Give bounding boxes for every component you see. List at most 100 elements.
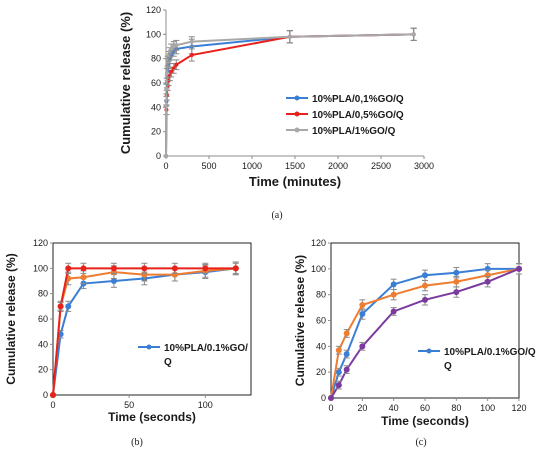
y-tick-label: 40 xyxy=(151,102,161,112)
data-point xyxy=(50,392,56,398)
data-point xyxy=(453,278,460,285)
data-point xyxy=(390,281,397,288)
legend-entry-c-marker xyxy=(426,348,432,354)
data-point xyxy=(343,366,350,373)
y-tick-label: 20 xyxy=(38,365,48,375)
chart-panel-c: 0 20 40 60 80 100 120 0 20 40 60 80 100 120 Time (seco… xyxy=(293,238,536,428)
y-tick-label: 100 xyxy=(33,263,48,273)
x-tick-label: 120 xyxy=(511,403,526,413)
chart-panel-a: 0 20 40 60 80 100 120 0 500 1000 1500 2000 2500 3000 T… xyxy=(118,5,434,189)
data-point xyxy=(202,265,209,272)
x-tick-label: 1500 xyxy=(285,161,305,171)
data-point xyxy=(110,278,117,284)
legend-c: 10%PLA/0.1%GO/Q Q xyxy=(418,347,536,372)
data-point xyxy=(328,395,334,401)
data-point xyxy=(335,369,342,376)
x-tick-label: 50 xyxy=(124,400,134,410)
y-tick-label: 100 xyxy=(311,264,326,274)
legend-label-3: 10%PLA/1%GO/Q xyxy=(312,126,396,137)
x-tick-label: 40 xyxy=(389,403,399,413)
data-point xyxy=(164,154,168,158)
legend-entry-3-marker xyxy=(294,127,300,133)
x-tick-label: 0 xyxy=(50,400,55,410)
x-axis-label: Time (minutes) xyxy=(249,174,341,189)
data-point xyxy=(287,34,292,39)
data-point xyxy=(174,62,179,67)
data-point xyxy=(174,43,179,48)
x-tick-label: 2500 xyxy=(371,161,391,171)
y-tick-label: 100 xyxy=(146,29,161,39)
data-point xyxy=(422,282,428,289)
y-tick-label: 20 xyxy=(316,367,326,377)
legend-entry-b-marker xyxy=(146,344,152,350)
legend-entry-2-marker xyxy=(294,111,300,117)
series-line xyxy=(52,267,236,396)
x-tick-label: 3000 xyxy=(414,161,434,171)
y-tick-label: 0 xyxy=(321,393,326,403)
legend-b: 10%PLA/0.1%GO/Q xyxy=(138,343,248,368)
data-point xyxy=(422,272,428,279)
data-point xyxy=(141,265,148,272)
data-point xyxy=(189,39,194,44)
caption-b: (b) xyxy=(131,437,143,448)
data-point xyxy=(516,265,522,272)
y-tick-label: 80 xyxy=(38,289,48,299)
y-tick-label: 120 xyxy=(146,5,161,15)
x-tick-label: 0 xyxy=(163,161,168,171)
data-point xyxy=(453,269,460,276)
data-point xyxy=(390,291,397,298)
data-point xyxy=(80,274,87,281)
data-point xyxy=(484,278,491,285)
x-axis-label: Time (seconds) xyxy=(381,414,469,428)
data-point xyxy=(57,303,64,310)
y-axis-label: Cumulative release (%) xyxy=(293,255,307,386)
y-tick-label: 80 xyxy=(151,54,161,64)
y-tick-label: 120 xyxy=(33,238,48,248)
x-tick-label: 20 xyxy=(357,403,367,413)
y-tick-label: 120 xyxy=(311,238,326,248)
y-axis-label: Cumulative release (%) xyxy=(4,253,18,384)
data-point xyxy=(110,265,117,272)
y-tick-label: 40 xyxy=(38,339,48,349)
legend-a: 10%PLA/0,1%GO/Q 10%PLA/0,5%GO/Q 10%PLA/1%G… xyxy=(286,94,404,137)
y-tick-label: 80 xyxy=(316,290,326,300)
caption-c: (c) xyxy=(415,437,426,448)
x-tick-label: 0 xyxy=(328,403,333,413)
data-point xyxy=(232,265,239,272)
y-axis-label: Cumulative release (%) xyxy=(118,12,133,154)
data-point xyxy=(171,265,178,272)
legend-label-c-line2: Q xyxy=(444,361,452,372)
data-point xyxy=(359,343,366,350)
y-tick-label: 0 xyxy=(43,390,48,400)
x-tick-label: 1000 xyxy=(242,161,262,171)
data-point xyxy=(453,289,460,296)
y-tick-label: 60 xyxy=(316,316,326,326)
x-tick-label: 60 xyxy=(420,403,430,413)
data-point xyxy=(343,351,350,358)
data-point xyxy=(422,296,428,303)
data-point xyxy=(65,265,72,272)
legend-label-1: 10%PLA/0,1%GO/Q xyxy=(312,94,404,105)
legend-label-2: 10%PLA/0,5%GO/Q xyxy=(312,110,404,121)
x-tick-label: 80 xyxy=(451,403,461,413)
data-point xyxy=(80,265,87,272)
y-tick-label: 60 xyxy=(151,78,161,88)
data-point xyxy=(343,330,350,337)
data-point xyxy=(164,71,169,76)
data-point xyxy=(65,303,72,310)
x-axis-label: Time (seconds) xyxy=(108,410,196,424)
y-tick-label: 40 xyxy=(316,341,326,351)
data-point xyxy=(390,308,397,315)
y-tick-label: 0 xyxy=(156,151,161,161)
x-tick-label: 100 xyxy=(198,400,213,410)
legend-entry-1-marker xyxy=(294,95,300,101)
data-point xyxy=(164,87,169,92)
data-point xyxy=(335,347,342,354)
y-tick-label: 20 xyxy=(151,127,161,137)
legend-label-c-line1: 10%PLA/0.1%GO/Q xyxy=(444,347,536,358)
y-tick-label: 60 xyxy=(38,314,48,324)
data-point xyxy=(359,302,366,308)
data-point xyxy=(169,46,174,51)
